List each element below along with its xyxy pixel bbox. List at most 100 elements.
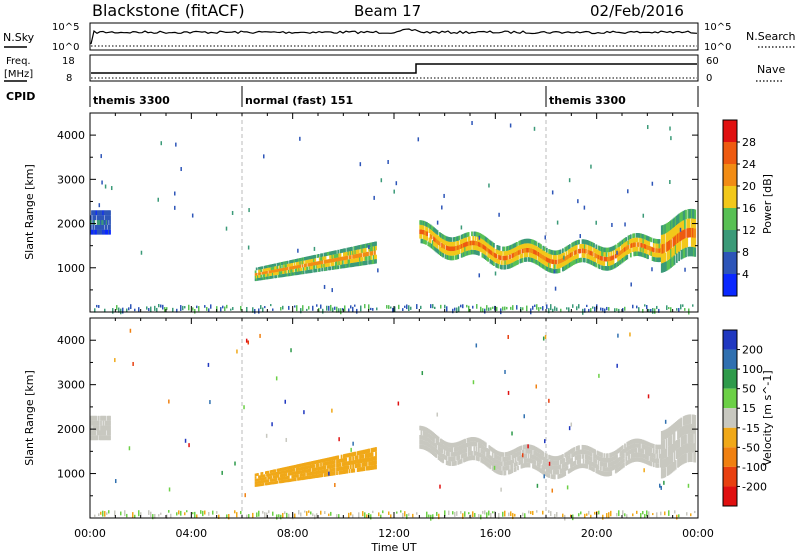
ytick-label: 4000 [57, 129, 85, 142]
echo-cell [606, 266, 609, 271]
echo-cell [426, 446, 428, 451]
echo-cell [367, 466, 369, 471]
echo-cell [525, 238, 527, 244]
echo-cell [643, 239, 646, 244]
echo-cell [551, 268, 554, 274]
echo-cell [258, 267, 260, 270]
echo-cell [430, 304, 432, 309]
echo-cell [663, 458, 666, 469]
echo-cell [154, 305, 156, 311]
echo-cell [461, 238, 464, 244]
echo-cell [588, 451, 591, 456]
echo-cell [684, 229, 686, 239]
echo-cell [353, 468, 356, 473]
echo-cell [444, 304, 446, 309]
echo-cell [132, 512, 134, 518]
echo-cell [513, 247, 516, 253]
echo-cell [344, 264, 346, 269]
echo-cell [435, 444, 438, 449]
echo-cell [296, 268, 298, 272]
echo-cell [103, 425, 106, 431]
echo-cell [541, 263, 544, 268]
echo-cell [632, 443, 634, 449]
echo-cell [364, 462, 367, 467]
echo-cell [226, 514, 228, 518]
echo-cell [356, 253, 359, 258]
station-title: Blackstone (fitACF) [92, 1, 245, 20]
echo-cell [289, 472, 291, 476]
echo-cell [329, 461, 331, 465]
echo-cell [108, 430, 110, 436]
echo-cell [324, 263, 327, 268]
echo-cell [476, 241, 479, 246]
echo-cell [283, 273, 286, 277]
echo-cell [591, 251, 594, 257]
echo-cell [266, 471, 268, 474]
echo-cell [259, 274, 262, 278]
echo-cell [265, 482, 267, 486]
echo-cell [479, 452, 481, 458]
echo-cell [230, 308, 232, 311]
echo-cell [380, 514, 382, 519]
echo-cell [438, 245, 441, 251]
echo-cell [690, 442, 693, 453]
echo-cell [590, 164, 592, 169]
echo-cell [94, 415, 97, 421]
echo-cell [600, 251, 602, 256]
echo-cell [542, 264, 545, 269]
echo-cell [109, 210, 111, 216]
echo-cell [590, 466, 593, 471]
echo-cell [528, 248, 531, 253]
echo-cell [641, 448, 644, 454]
echo-cell [544, 235, 546, 240]
echo-cell [246, 514, 248, 519]
echo-cell [318, 459, 321, 464]
echo-cell [671, 453, 674, 463]
echo-cell [271, 422, 273, 427]
echo-cell [268, 273, 271, 277]
echo-cell [316, 460, 319, 464]
echo-cell [524, 248, 526, 253]
echo-cell [513, 257, 516, 262]
echo-cell [362, 252, 365, 257]
echo-cell [306, 475, 309, 480]
echo-cell [502, 246, 504, 252]
echo-cell [90, 229, 92, 235]
echo-cell [282, 473, 284, 477]
ytick-label: 1000 [57, 468, 85, 481]
echo-cell [557, 250, 560, 255]
echo-cell [464, 251, 466, 257]
echo-cell [302, 476, 305, 480]
echo-cell [623, 449, 625, 454]
echo-cell [313, 474, 315, 479]
echo-cell [433, 241, 435, 246]
echo-cell [436, 440, 439, 446]
echo-cell [621, 454, 624, 460]
echo-cell [528, 252, 531, 258]
echo-cell [489, 254, 492, 259]
echo-cell [120, 511, 122, 516]
echo-cell [304, 469, 306, 473]
echo-cell [435, 434, 438, 440]
colorbar-swatch [723, 486, 737, 506]
echo-cell [657, 463, 660, 468]
echo-cell [575, 446, 578, 451]
echo-cell [570, 261, 572, 267]
echo-cell [301, 257, 304, 261]
echo-cell [166, 514, 168, 519]
echo-cell [644, 440, 647, 446]
echo-cell [474, 441, 477, 447]
echo-cell [290, 260, 292, 264]
echo-cell [309, 269, 312, 274]
echo-cell [470, 446, 472, 451]
echo-cell [528, 243, 531, 248]
echo-cell [93, 430, 96, 436]
echo-cell [356, 257, 359, 262]
echo-cell [278, 271, 281, 275]
echo-cell [259, 272, 262, 275]
echo-cell [360, 450, 362, 455]
echo-cell [518, 240, 521, 246]
echo-cell [101, 210, 104, 216]
echo-cell [603, 247, 606, 253]
echo-cell [567, 263, 570, 268]
